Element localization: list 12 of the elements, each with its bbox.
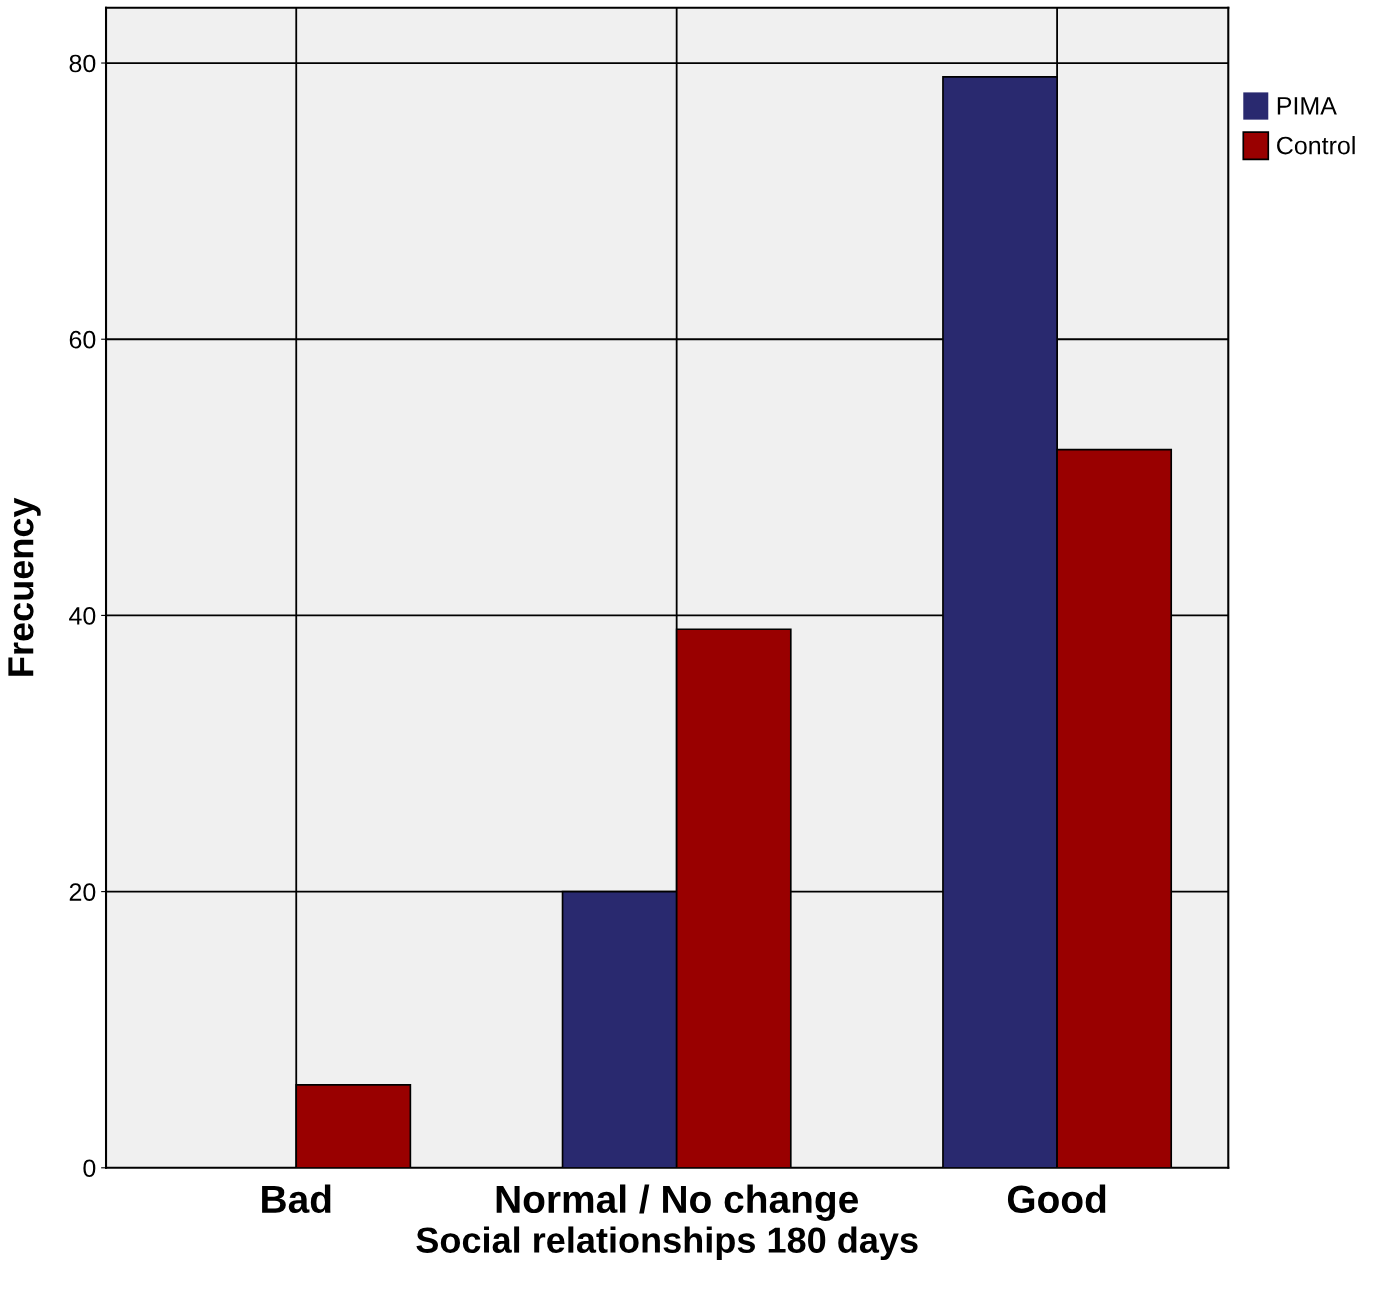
legend-label: Control [1277,136,1355,155]
y-tick-label: 0 [83,1159,96,1178]
y-tick-label: 40 [69,607,96,625]
y-axis-title: Frecuency [8,497,41,676]
x-tick-label: Bad [262,1184,331,1214]
legend-label: PIMA [1277,97,1337,115]
x-tick-label: Good [1007,1184,1106,1214]
y-tick-label: 60 [69,330,96,349]
x-tick-label: Normal / No change [496,1184,858,1221]
y-tick-label: 80 [69,54,96,73]
x-axis-title: Social relationships 180 days [416,1226,918,1261]
y-tick-label: 20 [69,883,96,901]
